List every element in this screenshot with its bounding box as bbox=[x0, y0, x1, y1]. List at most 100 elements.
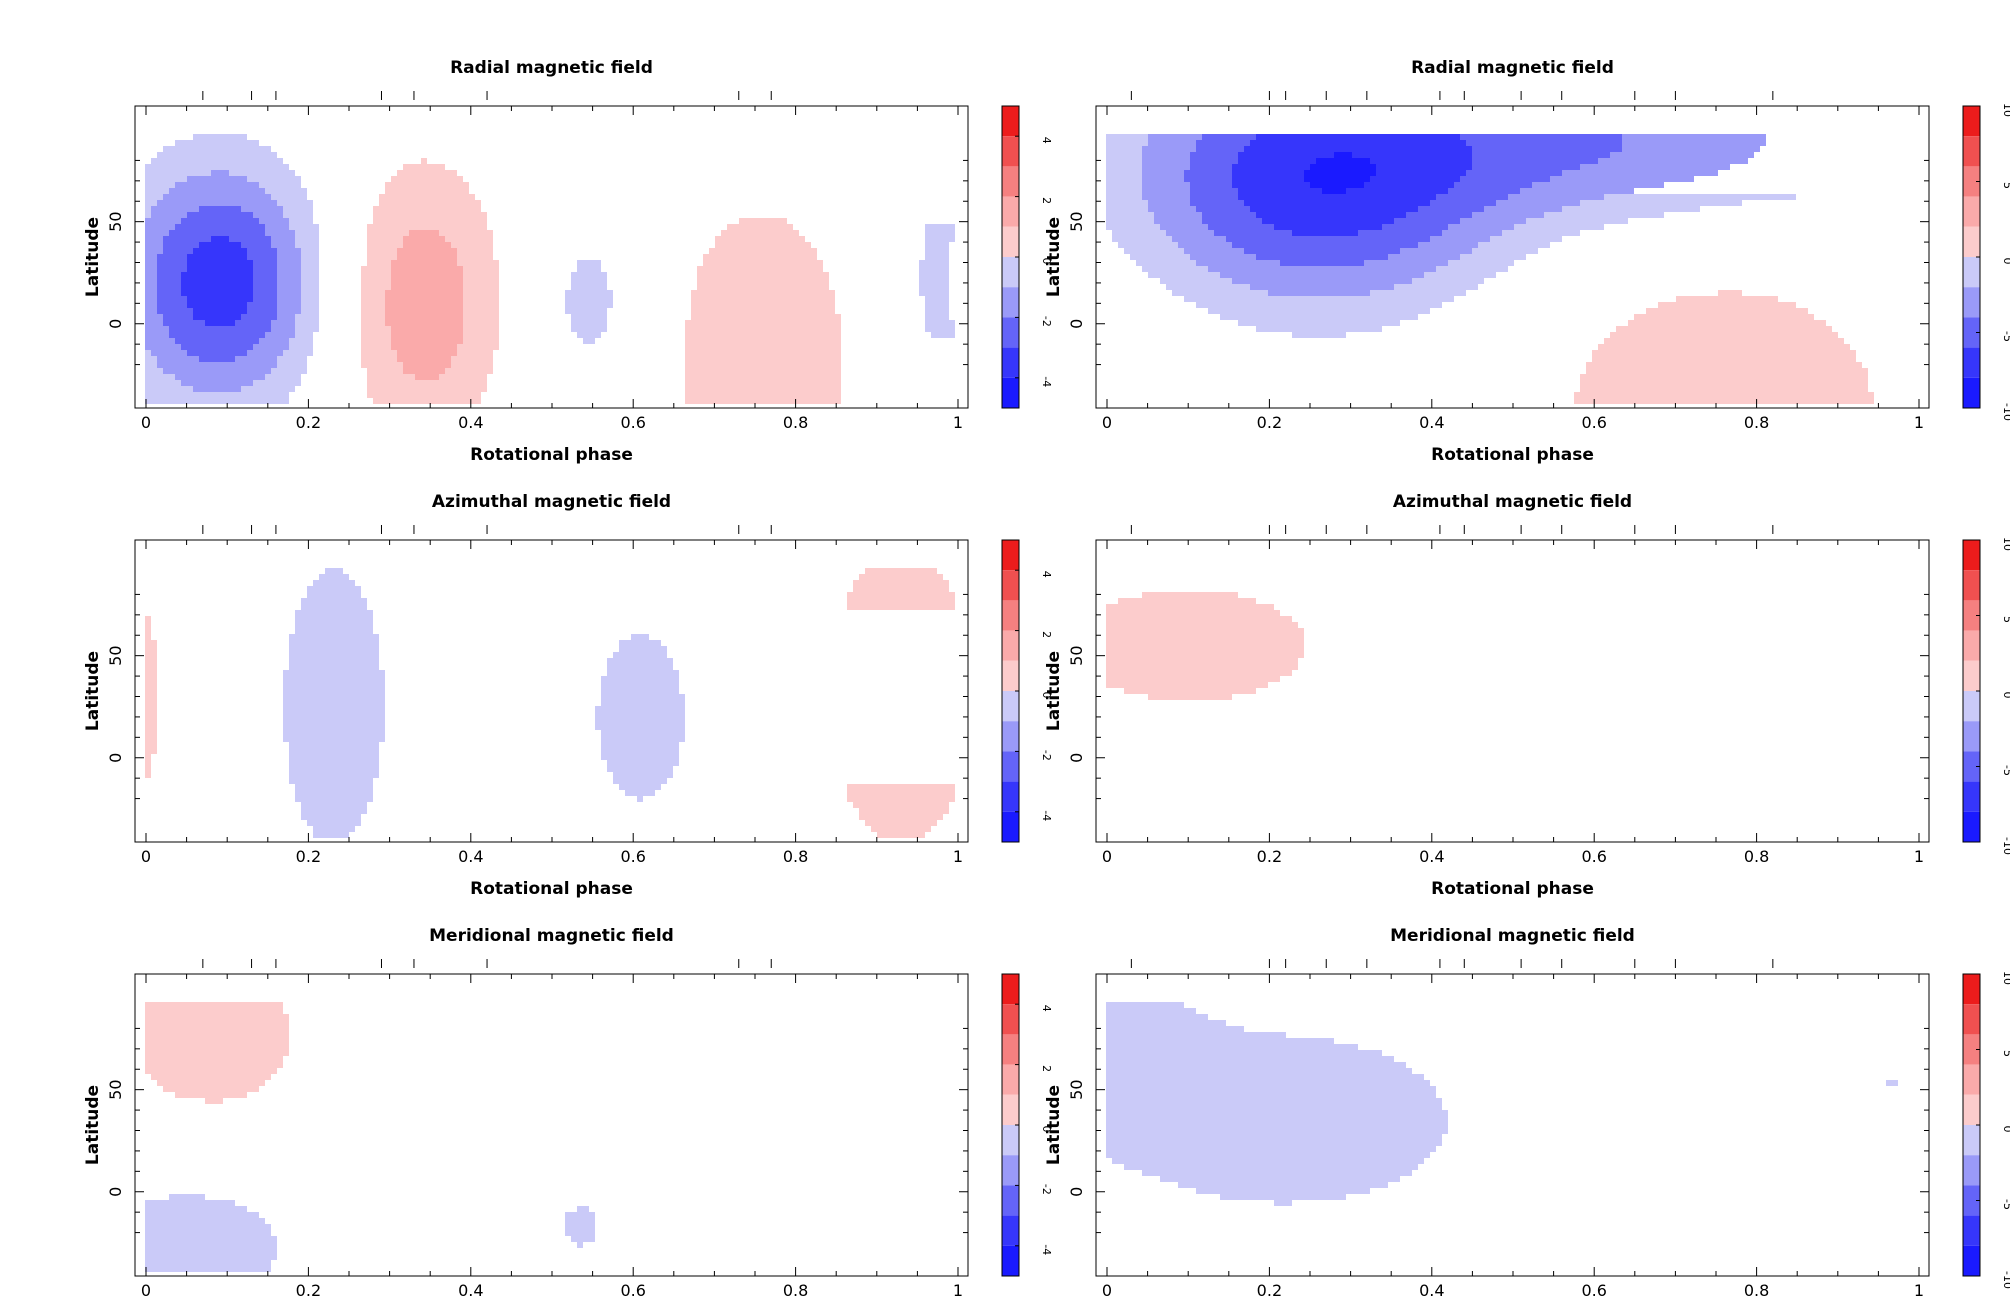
heatmap-cell bbox=[685, 398, 841, 404]
heatmap-cell bbox=[361, 290, 385, 296]
x-axis-label: Rotational phase bbox=[1431, 1313, 1594, 1315]
heatmap-cell bbox=[1442, 230, 1502, 236]
chart-title: Azimuthal magnetic field bbox=[432, 492, 671, 512]
heatmap-cell bbox=[1502, 230, 1580, 236]
heatmap-cell bbox=[391, 338, 463, 344]
heatmap-cell bbox=[1196, 260, 1280, 266]
heatmap-cell bbox=[1172, 236, 1226, 242]
heatmap-cell bbox=[163, 236, 211, 242]
heatmap-cell bbox=[847, 784, 955, 790]
heatmap-cell bbox=[145, 224, 175, 230]
heatmap-cell bbox=[145, 772, 151, 778]
heatmap-cell bbox=[565, 308, 607, 314]
heatmap-cell bbox=[1106, 1014, 1208, 1020]
heatmap-cell bbox=[145, 622, 151, 628]
heatmap-cell bbox=[367, 254, 397, 260]
colorbar-tick-label: 4 bbox=[1040, 1005, 1053, 1012]
heatmap-cell bbox=[1106, 146, 1142, 152]
heatmap-cell bbox=[1400, 248, 1472, 254]
heatmap-cell bbox=[145, 1260, 271, 1266]
heatmap-cell bbox=[361, 302, 385, 308]
heatmap-cell bbox=[1622, 134, 1766, 140]
y-tick-label: 0 bbox=[106, 319, 125, 329]
heatmap-cell bbox=[385, 308, 463, 314]
heatmap-cell bbox=[1232, 164, 1310, 170]
colorbar-tick-label: 2 bbox=[1040, 1065, 1053, 1072]
heatmap-cell bbox=[1106, 1008, 1196, 1014]
heatmap-cell bbox=[457, 344, 499, 350]
heatmap-cell bbox=[1106, 646, 1304, 652]
heatmap-cell bbox=[145, 640, 157, 646]
heatmap-cell bbox=[301, 296, 319, 302]
heatmap-cell bbox=[1256, 134, 1460, 140]
heatmap-cell bbox=[601, 754, 679, 760]
heatmap-cell bbox=[145, 688, 157, 694]
colorbar-swatch bbox=[1963, 257, 1980, 288]
x-tick-label: 0.2 bbox=[1257, 847, 1282, 866]
x-tick-label: 0.4 bbox=[458, 847, 483, 866]
heatmap-cell bbox=[181, 218, 259, 224]
heatmap-cell bbox=[295, 230, 319, 236]
x-tick-label: 1 bbox=[953, 413, 963, 432]
heatmap-cell bbox=[463, 290, 499, 296]
heatmap-cell bbox=[445, 236, 493, 242]
heatmap-cells bbox=[1106, 134, 1874, 404]
heatmap-cell bbox=[1184, 296, 1454, 302]
heatmap-cell bbox=[685, 380, 841, 386]
x-tick-label: 1 bbox=[1914, 1281, 1924, 1300]
heatmap-cell bbox=[295, 796, 373, 802]
heatmap-cell bbox=[919, 290, 949, 296]
colorbar-swatch bbox=[1002, 136, 1019, 167]
colorbar-swatch bbox=[1963, 811, 1980, 842]
heatmap-cell bbox=[1106, 616, 1292, 622]
heatmap-cell bbox=[367, 386, 487, 392]
heatmap-cell bbox=[367, 242, 403, 248]
x-tick-label: 0.4 bbox=[1419, 847, 1444, 866]
heatmap-cell bbox=[163, 314, 193, 320]
heatmap-cell bbox=[739, 218, 787, 224]
heatmap-cell bbox=[697, 272, 829, 278]
heatmap-cell bbox=[925, 248, 949, 254]
colorbar-swatch bbox=[1963, 196, 1980, 227]
heatmap-cell bbox=[373, 212, 487, 218]
colorbar-tick-label: 5 bbox=[2001, 1050, 2010, 1057]
heatmap-cell bbox=[925, 242, 949, 248]
colorbar-tick-label: -10 bbox=[2001, 403, 2010, 421]
heatmap-cell bbox=[379, 194, 475, 200]
heatmap-cell bbox=[253, 260, 277, 266]
heatmap-cell bbox=[391, 332, 463, 338]
heatmap-cell bbox=[145, 1020, 289, 1026]
heatmap-cell bbox=[403, 362, 451, 368]
colorbar: -4 -2 0 2 4 bbox=[1001, 539, 1053, 843]
colorbar-swatch bbox=[1002, 257, 1019, 288]
heatmap-cell bbox=[463, 332, 499, 338]
heatmap-cell bbox=[565, 302, 613, 308]
heatmap-cell bbox=[283, 706, 385, 712]
heatmap-cell bbox=[1106, 1080, 1430, 1086]
heatmap-cell bbox=[1592, 350, 1856, 356]
heatmap-cell bbox=[1106, 1098, 1442, 1104]
heatmap-cell bbox=[1460, 176, 1550, 182]
heatmap-cell bbox=[385, 314, 463, 320]
y-tick-label: 50 bbox=[106, 1079, 125, 1099]
heatmap-cell bbox=[583, 338, 595, 344]
heatmap-cell bbox=[1532, 182, 1664, 188]
heatmap-cell bbox=[631, 634, 649, 640]
heatmap-cell bbox=[919, 272, 949, 278]
colorbar-tick-label: -4 bbox=[1040, 810, 1053, 821]
heatmap-cell bbox=[1658, 302, 1796, 308]
heatmap-cell bbox=[697, 278, 829, 284]
heatmap-cell bbox=[1106, 1032, 1286, 1038]
heatmap-cell bbox=[277, 308, 301, 314]
heatmap-cell bbox=[259, 218, 289, 224]
heatmap-cell bbox=[277, 200, 313, 206]
heatmap-cell bbox=[391, 260, 457, 266]
heatmap-cell bbox=[1250, 284, 1394, 290]
heatmap-cell bbox=[1472, 248, 1538, 254]
heatmap-cell bbox=[145, 670, 157, 676]
colorbar-tick-label: 10 bbox=[2001, 103, 2010, 117]
colorbar-swatch bbox=[1963, 1004, 1980, 1035]
heatmap-cell bbox=[145, 1218, 265, 1224]
heatmap-cell bbox=[169, 188, 265, 194]
heatmap-cell bbox=[1460, 254, 1526, 260]
